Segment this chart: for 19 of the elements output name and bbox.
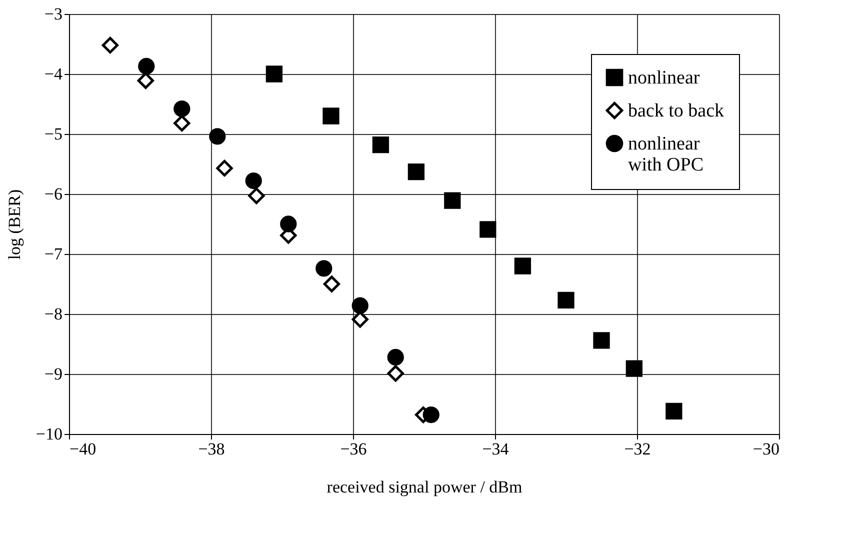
legend-label: back to back <box>628 100 725 122</box>
y-tick-label: −4 <box>44 64 63 84</box>
x-tick-label: −38 <box>198 440 225 458</box>
y-tick-label: −9 <box>44 364 62 384</box>
y-tick-label: −3 <box>44 4 62 24</box>
y-tick-label: −8 <box>44 304 62 324</box>
y-tick-label: −6 <box>44 184 62 204</box>
legend-label: nonlinear with OPC <box>628 134 704 176</box>
x-tick-label: −40 <box>70 440 96 458</box>
x-tick-label: −34 <box>482 440 510 458</box>
y-axis-title: log (BER) <box>4 189 24 260</box>
y-tick-label: −5 <box>44 124 62 144</box>
legend-label: nonlinear <box>628 68 700 88</box>
x-tick-label: −30 <box>752 440 780 458</box>
y-tick-label: −7 <box>44 244 63 264</box>
x-tick-label: −32 <box>624 440 651 458</box>
x-tick-label: −36 <box>340 440 367 458</box>
y-tick-label: −10 <box>36 424 62 444</box>
x-axis-title: received signal power / dBm <box>326 478 522 496</box>
